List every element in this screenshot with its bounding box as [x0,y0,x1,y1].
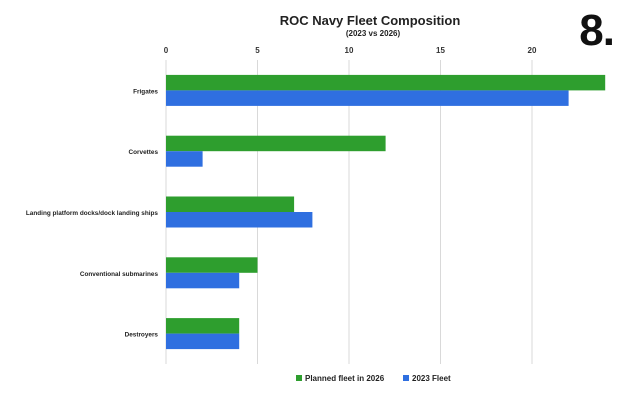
x-tick-label: 5 [255,46,260,55]
bar-fleet-2023 [166,151,203,167]
x-tick-label: 20 [528,46,537,55]
bar-planned-2026 [166,318,240,334]
legend-swatch [296,375,302,381]
category-label: Conventional submarines [80,271,159,278]
bar-fleet-2023 [166,90,569,106]
category-label: Destroyers [125,332,159,339]
chart-subtitle: (2023 vs 2026) [345,29,401,38]
bar-planned-2026 [166,196,295,212]
bar-planned-2026 [166,74,606,91]
bar-planned-2026 [166,257,258,273]
legend-label: Planned fleet in 2026 [305,374,385,383]
category-label: Landing platform docks/dock landing ship… [26,210,159,217]
bar-fleet-2023 [166,272,240,289]
x-tick-label: 0 [164,46,169,55]
category-label: Frigates [133,88,158,95]
legend-swatch [403,375,409,381]
bar-fleet-2023 [166,212,313,228]
x-tick-label: 10 [345,46,354,55]
legend-label: 2023 Fleet [412,374,451,383]
bar-fleet-2023 [166,333,240,350]
category-label: Corvettes [129,149,159,156]
chart-title: ROC Navy Fleet Composition [279,13,461,28]
figure-number: 8. [579,6,615,55]
x-tick-label: 15 [436,46,445,55]
bar-planned-2026 [166,135,386,152]
